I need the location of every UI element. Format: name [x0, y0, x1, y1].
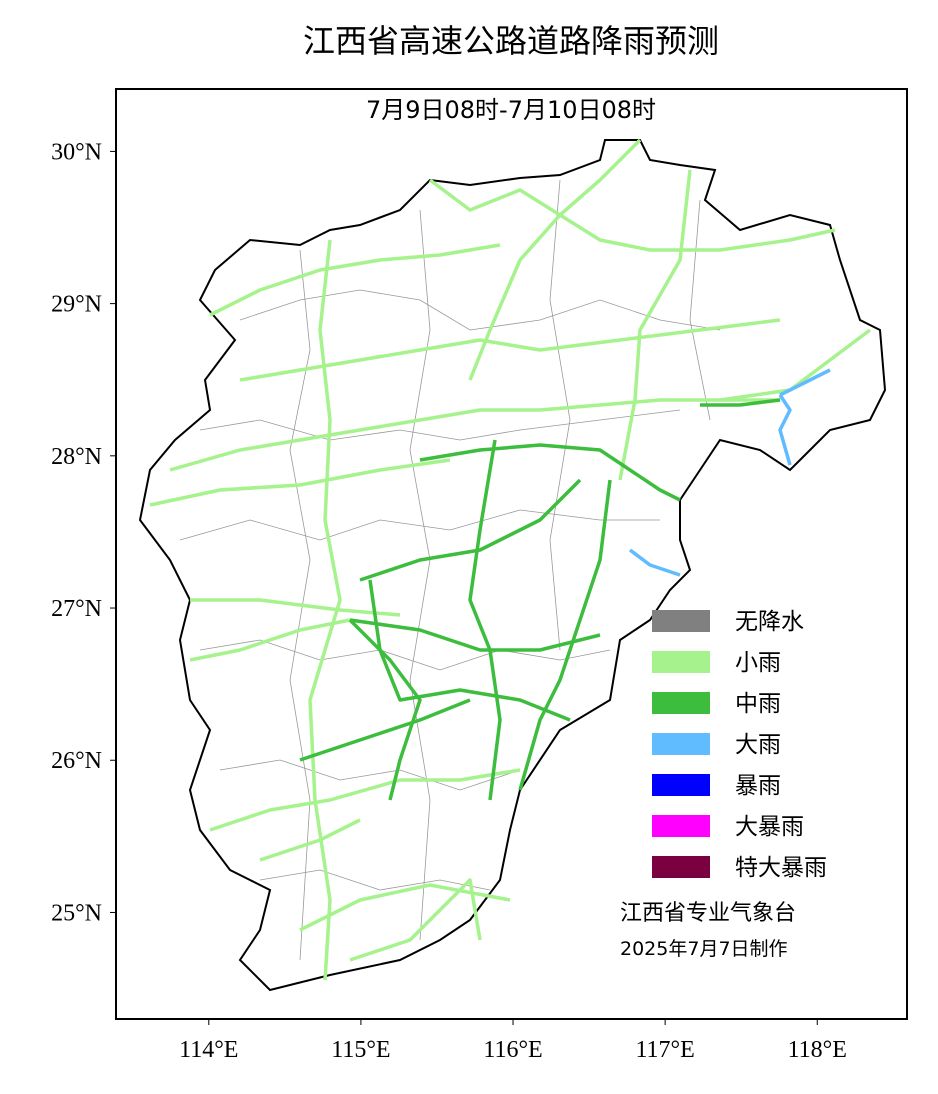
- legend-label: 无降水: [735, 609, 804, 635]
- y-tick-label: 27°N: [51, 596, 102, 622]
- province-outline: [138, 139, 887, 992]
- legend-swatch: [652, 610, 710, 632]
- legend-swatch: [652, 774, 710, 796]
- title: 江西省高速公路道路降雨预测: [303, 22, 719, 60]
- subtitle: 7月9日08时-7月10日08时: [366, 96, 656, 124]
- legend-label: 小雨: [735, 650, 781, 676]
- x-tick-label: 118°E: [788, 1037, 847, 1063]
- legend-label: 特大暴雨: [735, 855, 827, 881]
- roads: [149, 138, 872, 981]
- x-tick-label: 115°E: [331, 1037, 390, 1063]
- x-tick-label: 114°E: [179, 1037, 238, 1063]
- x-tick-label: 117°E: [635, 1037, 694, 1063]
- legend-label: 大雨: [735, 732, 781, 758]
- legend-swatch: [652, 815, 710, 837]
- y-tick-label: 25°N: [51, 900, 102, 926]
- province: [138, 138, 887, 992]
- y-axis: 25°N 26°N 27°N 28°N 29°N 30°N: [51, 139, 116, 926]
- y-tick-label: 26°N: [51, 748, 102, 774]
- x-axis: 114°E 115°E 116°E 117°E 118°E: [179, 1019, 847, 1063]
- legend-swatch: [652, 692, 710, 714]
- legend-swatch: [652, 733, 710, 755]
- legend-label: 暴雨: [735, 773, 781, 799]
- legend-label: 中雨: [735, 691, 781, 717]
- x-tick-label: 116°E: [483, 1037, 542, 1063]
- y-tick-label: 29°N: [51, 292, 102, 318]
- legend-swatch: [652, 651, 710, 673]
- y-tick-label: 28°N: [51, 444, 102, 470]
- map-frame: [115, 88, 908, 1020]
- legend-label: 大暴雨: [735, 814, 804, 840]
- y-tick-label: 30°N: [51, 139, 102, 165]
- legend-swatch: [652, 856, 710, 878]
- credit-org: 江西省专业气象台: [620, 901, 796, 926]
- credit-date: 2025年7月7日制作: [620, 938, 788, 960]
